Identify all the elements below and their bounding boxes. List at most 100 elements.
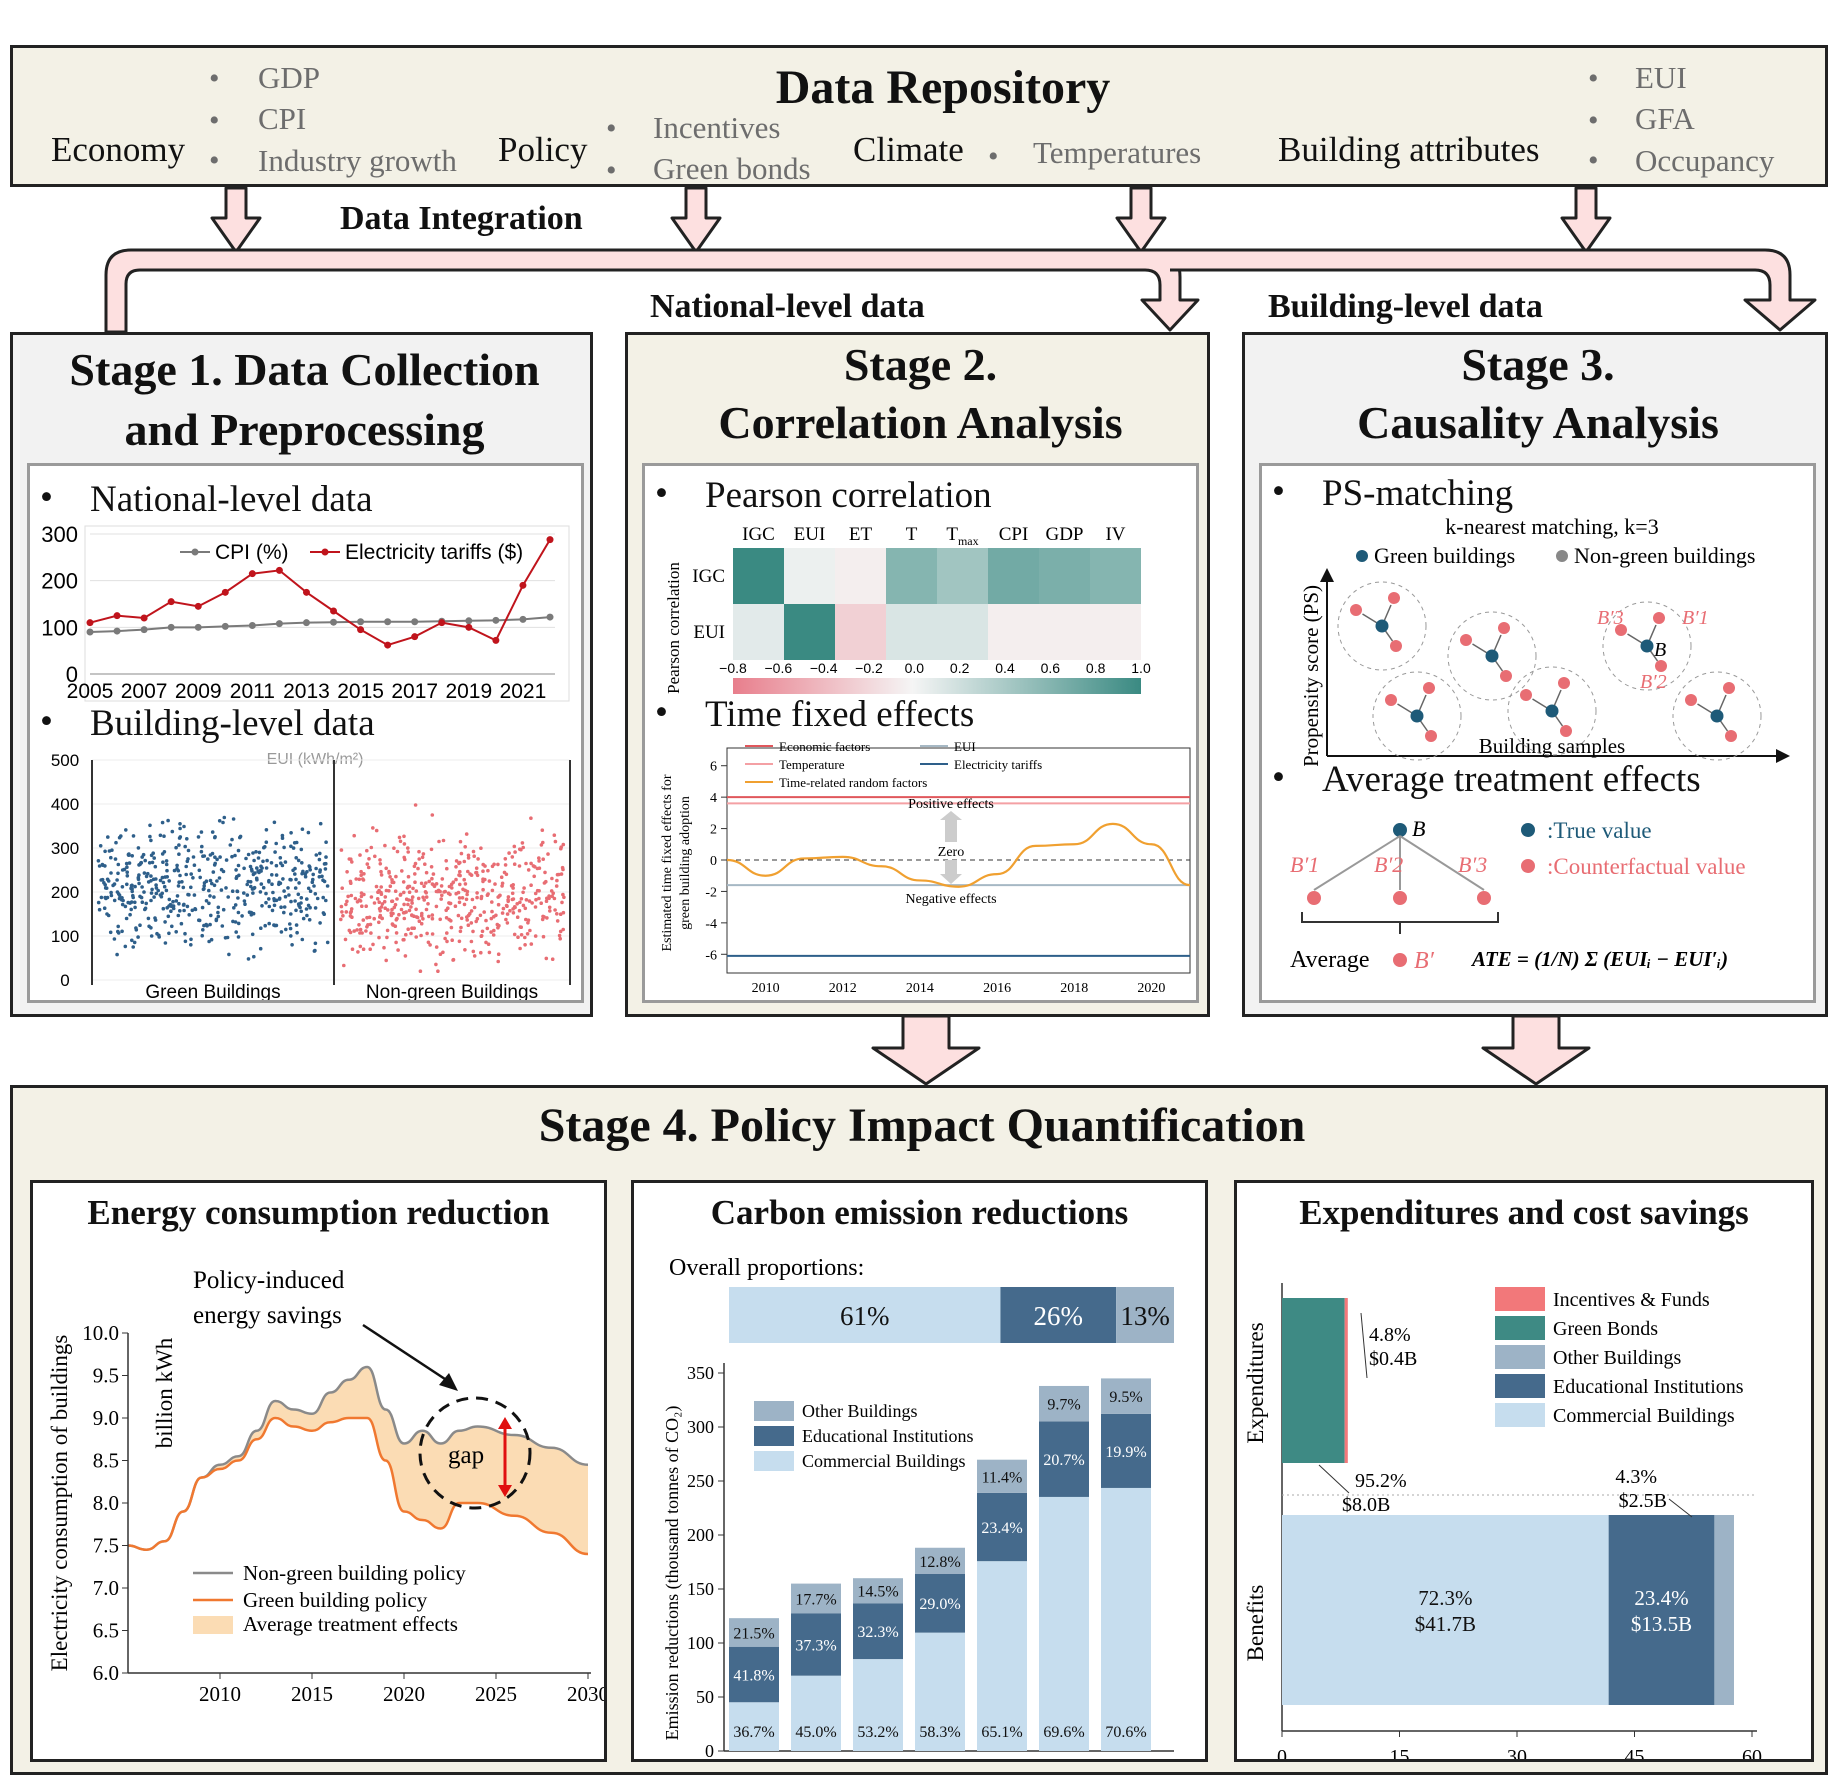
- green-building-point: [186, 848, 191, 853]
- non-green-building-point: [365, 862, 370, 866]
- green-building-point: [289, 878, 293, 882]
- item-eui: EUI: [1635, 60, 1687, 95]
- bar-data-label: 41.8%: [733, 1667, 774, 1684]
- cpi-point: [194, 623, 202, 631]
- non-green-building-point: [466, 853, 471, 858]
- green-building-point: [230, 854, 234, 859]
- green-building-point: [308, 868, 313, 872]
- non-green-building-point: [444, 916, 449, 920]
- green-building-point: [242, 899, 247, 903]
- down-arrow-icon: [1560, 186, 1612, 254]
- green-building-point: [204, 899, 209, 903]
- green-building-point: [158, 878, 163, 883]
- non-green-building-point: [537, 896, 541, 901]
- non-green-building-point: [518, 946, 522, 951]
- non-green-building-point: [483, 877, 487, 882]
- green-building-point: [170, 829, 175, 834]
- non-green-building-point: [559, 846, 563, 851]
- green-building-point: [171, 906, 176, 911]
- item-occupancy: Occupancy: [1635, 143, 1775, 178]
- ate-arrow: [1399, 835, 1485, 891]
- non-green-building-point: [379, 905, 384, 909]
- non-green-building-point: [506, 898, 510, 902]
- non-green-building-point: [361, 947, 366, 951]
- non-green-building-point: [456, 890, 461, 895]
- non-green-building-point: [496, 959, 501, 964]
- green-building-point: [264, 900, 268, 905]
- benefit-label-value: $2.5B: [1619, 1490, 1667, 1512]
- green-building-point: [294, 923, 299, 927]
- group-label-green: Green Buildings: [145, 982, 280, 1000]
- non-green-building-dot: [1520, 689, 1532, 701]
- green-building-point: [137, 881, 141, 886]
- energy-line-chart: 10.0 9.5 9.0 8.5 8.0 7.5 7.0 6.5 6.0 2010 2015 2020…: [47, 1267, 604, 1706]
- non-green-building-point: [395, 849, 400, 854]
- non-green-building-point: [450, 938, 455, 942]
- green-building-point: [178, 826, 182, 831]
- x-tick-label: 2020: [1137, 981, 1165, 996]
- green-building-point: [193, 907, 198, 912]
- green-building-point: [120, 929, 124, 934]
- green-building-point: [150, 887, 154, 892]
- treatment-effect-area: [128, 1367, 588, 1554]
- green-building-point: [201, 854, 205, 858]
- green-building-point: [167, 897, 172, 902]
- non-green-building-point: [352, 833, 357, 838]
- green-building-point: [137, 873, 141, 877]
- non-green-building-point: [519, 925, 523, 929]
- non-green-building-point: [458, 929, 463, 934]
- green-building-point: [103, 886, 108, 890]
- non-green-building-point: [414, 889, 419, 893]
- ps-caption: k-nearest matching, k=3: [1445, 516, 1658, 539]
- non-green-building-point: [350, 947, 355, 951]
- non-green-building-point: [341, 914, 345, 918]
- green-building-point: [261, 859, 265, 864]
- green-building-point: [217, 876, 222, 880]
- non-green-building-point: [484, 940, 488, 945]
- bar-segment: [1039, 1385, 1089, 1422]
- green-building-point: [116, 924, 120, 929]
- green-building-point: [130, 883, 134, 888]
- non-green-building-point: [465, 892, 469, 897]
- non-green-building-point: [503, 857, 508, 861]
- green-building-point: [197, 918, 201, 922]
- legend-label: CPI (%): [215, 541, 289, 564]
- green-building-point: [184, 872, 188, 877]
- non-green-building-point: [394, 940, 398, 945]
- non-green-building-point: [558, 912, 563, 916]
- green-building-point: [103, 849, 107, 854]
- non-green-building-point: [409, 931, 413, 936]
- green-building-point: [216, 914, 221, 919]
- x-tick-label: 2020: [383, 1682, 425, 1706]
- non-green-building-point: [404, 932, 408, 937]
- green-building-point: [174, 930, 178, 934]
- non-green-building-point: [463, 948, 467, 952]
- stage1-title-line2: and Preprocessing: [124, 404, 485, 455]
- bar-data-label: 36.7%: [733, 1724, 774, 1741]
- legend-label: Other Buildings: [802, 1401, 918, 1421]
- non-green-building-point: [521, 903, 526, 908]
- tariffs-point: [86, 619, 94, 627]
- carbon-bar-chart: Overall proportions: 61% 26% 13% 0 50 100 150 20…: [662, 1255, 1174, 1759]
- y-tick-label: 9.5: [93, 1364, 119, 1388]
- non-green-building-point: [459, 925, 463, 930]
- down-arrow-icon: [871, 1014, 981, 1086]
- non-green-building-point: [366, 865, 371, 870]
- green-building-point: [258, 868, 263, 873]
- legend-label: Non-green buildings: [1574, 543, 1755, 568]
- non-green-building-point: [463, 888, 468, 893]
- legend-swatch: [1495, 1316, 1545, 1340]
- non-green-building-point: [529, 861, 533, 866]
- green-building-point: [152, 856, 156, 860]
- y-tick-label: 0: [66, 662, 78, 687]
- non-green-building-point: [486, 942, 491, 946]
- non-green-building-point: [495, 922, 500, 927]
- non-green-building-point: [355, 900, 360, 904]
- green-building-point: [224, 886, 228, 890]
- non-green-building-point: [468, 911, 472, 916]
- non-green-building-point: [529, 942, 534, 946]
- non-green-building-point: [476, 857, 480, 861]
- green-building-point: [129, 900, 134, 904]
- non-green-building-point: [430, 932, 435, 936]
